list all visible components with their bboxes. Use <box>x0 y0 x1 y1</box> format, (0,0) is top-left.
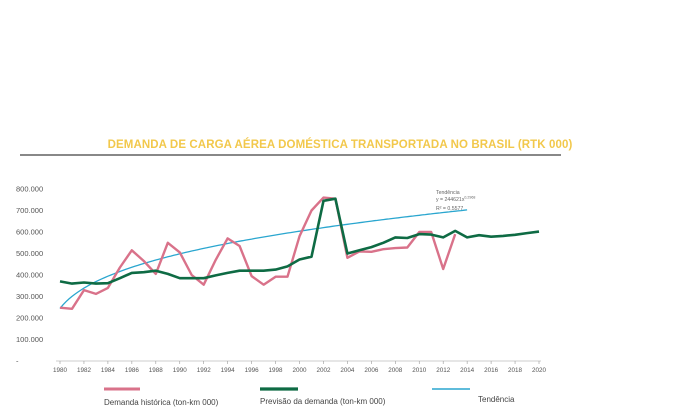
x-tick-label: 2002 <box>316 367 331 374</box>
x-tick-label: 2004 <box>340 367 355 374</box>
x-tick-label: 1994 <box>221 367 236 374</box>
y-tick-label: 400.000 <box>16 271 43 280</box>
x-tick-label: 2020 <box>532 367 547 374</box>
chart-title: DEMANDA DE CARGA AÉREA DOMÉSTICA TRANSPO… <box>107 139 573 151</box>
x-tick-label: 2008 <box>388 367 403 374</box>
legend: Demanda histórica (ton-km 000) Previsão … <box>104 387 515 407</box>
forecast-demand-line <box>59 197 540 285</box>
legend-item-forecast: Previsão da demanda (ton-km 000) <box>260 387 386 406</box>
x-tick-label: 2006 <box>364 367 379 374</box>
legend-label-trend: Tendência <box>478 395 515 404</box>
y-tick-label: - <box>16 357 19 366</box>
x-tick-label: 1990 <box>173 367 188 374</box>
legend-item-historical: Demanda histórica (ton-km 000) <box>104 387 219 407</box>
annotation-title: Tendência <box>436 190 460 196</box>
x-tick-label: 1984 <box>101 367 116 374</box>
y-tick-label: 800.000 <box>16 185 43 194</box>
x-tick-label: 1988 <box>149 367 164 374</box>
trend-line <box>59 209 468 309</box>
trend-annotation: Tendência y = 244621x0,2968 R² = 0,5577 <box>436 190 475 212</box>
x-tick-label: 2018 <box>508 367 523 374</box>
y-tick-label: 600.000 <box>16 228 43 237</box>
annotation-exponent: 0,2968 <box>464 196 475 200</box>
x-tick-label: 1980 <box>53 367 68 374</box>
legend-item-trend: Tendência <box>432 388 515 404</box>
x-tick-label: 2000 <box>292 367 307 374</box>
y-axis-ticks: 800.000 700.000 600.000 500.000 400.000 300.0… <box>16 185 43 366</box>
y-tick-label: 100.000 <box>16 335 43 344</box>
x-tick-label: 1998 <box>269 367 284 374</box>
y-tick-label: 200.000 <box>16 314 43 323</box>
y-tick-label: 500.000 <box>16 249 43 258</box>
x-tick-label: 1996 <box>245 367 260 374</box>
historical-demand-line <box>59 196 457 310</box>
legend-label-forecast: Previsão da demanda (ton-km 000) <box>260 397 386 406</box>
x-tick-label: 1982 <box>77 367 92 374</box>
y-tick-label: 300.000 <box>16 292 43 301</box>
x-axis-ticks: 1980 1982 1984 1986 1988 1990 1992 1994 1996 1998… <box>53 361 547 374</box>
x-tick-label: 2014 <box>460 367 475 374</box>
y-tick-label: 700.000 <box>16 206 43 215</box>
legend-label-historical: Demanda histórica (ton-km 000) <box>104 398 219 407</box>
title-underline <box>20 154 561 156</box>
x-tick-label: 2016 <box>484 367 499 374</box>
annotation-equation-base: y = 244621x <box>436 197 465 203</box>
x-tick-label: 1986 <box>125 367 140 374</box>
x-tick-label: 2012 <box>436 367 451 374</box>
x-tick-label: 2010 <box>412 367 427 374</box>
annotation-r-squared: R² = 0,5577 <box>436 206 463 212</box>
annotation-equation: y = 244621x0,2968 <box>436 196 475 204</box>
x-tick-label: 1992 <box>197 367 212 374</box>
